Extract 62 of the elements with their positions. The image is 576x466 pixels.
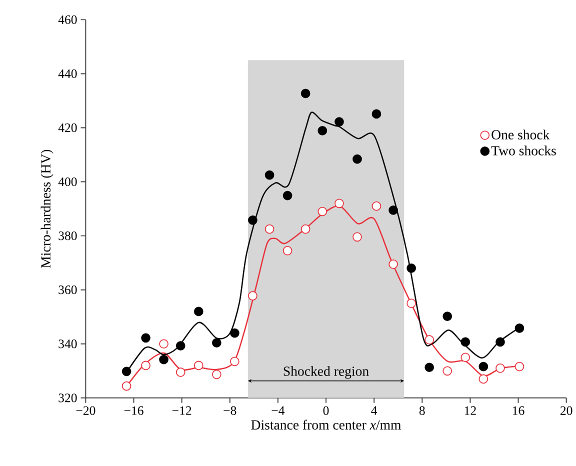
point	[496, 364, 505, 373]
point	[300, 224, 310, 234]
point	[194, 306, 204, 316]
point	[406, 264, 416, 273]
point	[264, 224, 274, 234]
point	[424, 335, 434, 345]
band-label: Shocked region	[284, 366, 369, 379]
point	[159, 354, 168, 364]
point	[230, 328, 240, 338]
x-tick-label: −8	[224, 406, 236, 416]
point	[334, 117, 344, 127]
point	[388, 206, 398, 215]
x-tick-label: −20	[76, 406, 96, 416]
y-tick-label: 440	[58, 69, 77, 78]
y-tick-label: 360	[58, 286, 77, 294]
x-tick-label: 16	[512, 406, 524, 415]
x-tick-label: 20	[560, 406, 572, 416]
point	[318, 126, 328, 136]
point	[478, 362, 488, 372]
x-tick-label: −4	[272, 406, 285, 415]
point	[230, 356, 240, 366]
legend-label: One shock	[492, 130, 550, 140]
point	[176, 341, 186, 351]
y-tick-label: 400	[58, 178, 77, 186]
y-tick-label: 460	[58, 15, 77, 24]
point	[372, 201, 382, 211]
point	[442, 312, 452, 322]
point	[334, 198, 344, 208]
point	[282, 190, 292, 200]
point	[248, 291, 258, 301]
point	[318, 206, 328, 216]
point	[141, 360, 150, 370]
point	[122, 366, 132, 376]
point	[388, 260, 398, 269]
point	[352, 154, 362, 164]
y-tick-label: 320	[58, 394, 77, 402]
legend-label: Two shocks	[491, 146, 556, 156]
x-tick-label: 8	[419, 406, 425, 416]
y-axis-title: Micro-hardness (HV)	[40, 150, 54, 268]
x-tick-label: −16	[124, 406, 144, 415]
point	[514, 324, 524, 333]
point	[406, 298, 416, 308]
point	[300, 88, 310, 98]
point	[352, 232, 362, 242]
point	[496, 337, 505, 347]
y-tick-label: 420	[58, 123, 77, 132]
x-tick-label: −12	[172, 406, 192, 415]
x-axis-title: Distance from center x/mm	[251, 420, 402, 430]
point	[372, 109, 382, 119]
x-tick-label: 12	[464, 406, 476, 415]
point	[141, 333, 150, 343]
x-tick-label: 0	[323, 406, 329, 416]
point	[264, 170, 274, 180]
point	[212, 338, 222, 348]
point	[282, 246, 292, 256]
y-tick-label: 340	[58, 340, 77, 348]
x-tick-label: 4	[371, 406, 378, 415]
point	[460, 337, 470, 347]
y-tick-label: 380	[58, 232, 77, 240]
point	[194, 360, 204, 370]
point	[248, 216, 258, 225]
point	[424, 362, 434, 372]
